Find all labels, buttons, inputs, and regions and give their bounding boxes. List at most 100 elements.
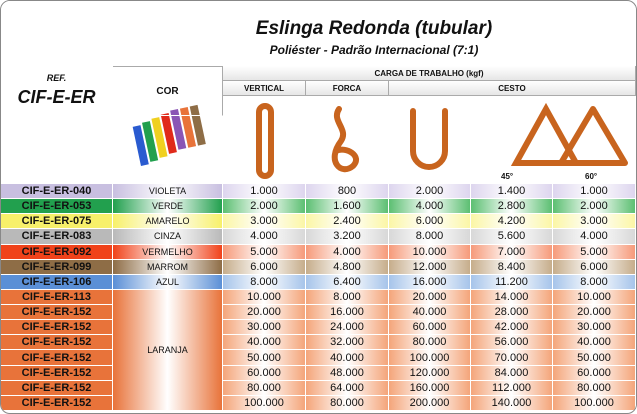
cell: 6.400 <box>306 274 389 290</box>
cell: 42.000 <box>471 320 553 336</box>
cell: 1.000 <box>223 184 306 200</box>
cell: 3.200 <box>306 229 389 245</box>
cell: CIF-E-ER <box>1 85 113 111</box>
sling-photo <box>132 104 206 166</box>
cell: CIF-E-ER-099 <box>1 259 113 275</box>
cell: 80.000 <box>223 380 306 396</box>
cell: VIOLETA <box>113 184 223 200</box>
cell: 8.000 <box>223 274 306 290</box>
cell: 2.000 <box>553 199 636 215</box>
cell: 60.000 <box>553 365 636 381</box>
header-cell: FORCA <box>306 81 389 96</box>
cell: 4.800 <box>306 259 389 275</box>
cell: VERDE <box>113 199 223 215</box>
header-cell: CESTO <box>389 81 636 96</box>
ref-header-bg <box>1 1 113 184</box>
cell: 1.000 <box>553 184 636 200</box>
header-cell: CARGA DE TRABALHO (kgf) <box>223 66 636 81</box>
cell: CIF-E-ER-053 <box>1 199 113 215</box>
cell: 2.000 <box>389 184 471 200</box>
cell: 8.000 <box>306 289 389 306</box>
cell: LARANJA <box>113 289 223 411</box>
cell: 11.200 <box>471 274 553 290</box>
cell: 40.000 <box>553 335 636 351</box>
cell: 50.000 <box>553 350 636 366</box>
cell: 2.400 <box>306 214 389 230</box>
cell: 5.000 <box>553 244 636 260</box>
cell: CIF-E-ER-152 <box>1 320 113 336</box>
cell: 30.000 <box>553 320 636 336</box>
cell: 6.000 <box>553 259 636 275</box>
cell: 80.000 <box>553 380 636 396</box>
cell: Poliéster - Padrão Internacional (7:1) <box>113 41 636 66</box>
cell: CIF-E-ER-092 <box>1 244 113 260</box>
cell: REF. <box>1 71 113 85</box>
cell: CIF-E-ER-152 <box>1 395 113 411</box>
cell: 100.000 <box>553 395 636 411</box>
cell: CIF-E-ER-152 <box>1 365 113 381</box>
cell: 80.000 <box>389 335 471 351</box>
cell: CINZA <box>113 229 223 245</box>
cell: 2.800 <box>471 199 553 215</box>
cell: 1.600 <box>306 199 389 215</box>
cell: 1.400 <box>471 184 553 200</box>
sling-icons <box>256 102 582 179</box>
cell: 64.000 <box>306 380 389 396</box>
cell: 48.000 <box>306 365 389 381</box>
cell: 80.000 <box>306 395 389 411</box>
cell: CIF-E-ER-113 <box>1 289 113 306</box>
cell: 30.000 <box>223 320 306 336</box>
cell: 10.000 <box>553 289 636 306</box>
sling-icon <box>558 106 628 166</box>
cell: CIF-E-ER-040 <box>1 184 113 200</box>
cell: 3.000 <box>223 214 306 230</box>
cell: 45° <box>471 169 553 184</box>
cell: 5.600 <box>471 229 553 245</box>
cell: CIF-E-ER-152 <box>1 305 113 321</box>
cell: 40.000 <box>223 335 306 351</box>
cell: 8.400 <box>471 259 553 275</box>
cell: 20.000 <box>389 289 471 306</box>
cell: 4.000 <box>306 244 389 260</box>
cell: CIF-E-ER-106 <box>1 274 113 290</box>
cell: MARROM <box>113 259 223 275</box>
cell: 6.000 <box>223 259 306 275</box>
cell: 100.000 <box>223 395 306 411</box>
cell: 40.000 <box>306 350 389 366</box>
cell: 60.000 <box>389 320 471 336</box>
cell: Eslinga Redonda (tubular) <box>113 1 636 41</box>
cell: 14.000 <box>471 289 553 306</box>
cell: VERMELHO <box>113 244 223 260</box>
cell: 16.000 <box>306 305 389 321</box>
cell: 6.000 <box>389 214 471 230</box>
cell: AMARELO <box>113 214 223 230</box>
cell: CIF-E-ER-083 <box>1 229 113 245</box>
cell: 4.000 <box>223 229 306 245</box>
cell: 200.000 <box>389 395 471 411</box>
cell: 60° <box>553 169 636 184</box>
cell: 4.000 <box>389 199 471 215</box>
cell: 10.000 <box>223 289 306 306</box>
cell: AZUL <box>113 274 223 290</box>
cell: 4.200 <box>471 214 553 230</box>
cell: 800 <box>306 184 389 200</box>
cell: 8.000 <box>553 274 636 290</box>
cell: 60.000 <box>223 365 306 381</box>
cell: 2.000 <box>223 199 306 215</box>
cell: 7.000 <box>471 244 553 260</box>
cell: 84.000 <box>471 365 553 381</box>
cell: CIF-E-ER-152 <box>1 335 113 351</box>
cell: 20.000 <box>223 305 306 321</box>
cell: 24.000 <box>306 320 389 336</box>
cell: 32.000 <box>306 335 389 351</box>
cell: 3.000 <box>553 214 636 230</box>
cell: 16.000 <box>389 274 471 290</box>
cell: 28.000 <box>471 305 553 321</box>
header-cell: VERTICAL <box>223 81 306 96</box>
cell: 160.000 <box>389 380 471 396</box>
cell: 12.000 <box>389 259 471 275</box>
cell: 10.000 <box>389 244 471 260</box>
cell: 140.000 <box>471 395 553 411</box>
cell: 4.000 <box>553 229 636 245</box>
cell: 100.000 <box>389 350 471 366</box>
